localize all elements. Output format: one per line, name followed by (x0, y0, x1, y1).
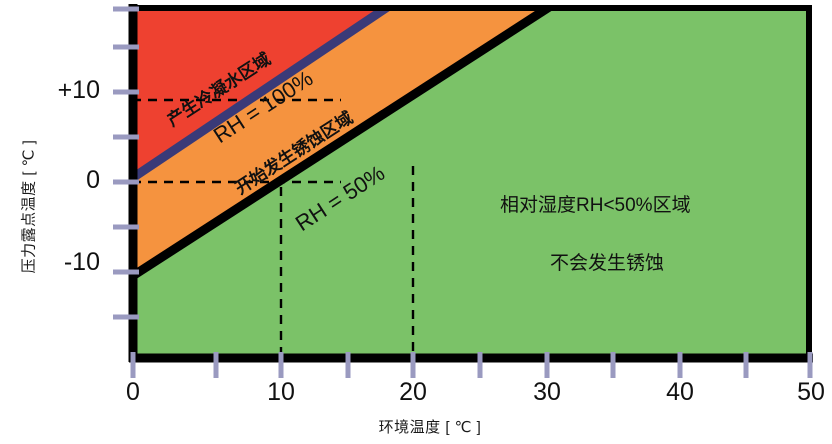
line-rh-100 (130, 6, 395, 185)
y-tick-marks (113, 6, 139, 320)
x-tick-label-0: 0 (126, 378, 140, 406)
y-tick-label-minus10: -10 (63, 248, 100, 276)
x-tick-label-30: 30 (533, 378, 561, 406)
x-tick-label-40: 40 (666, 378, 694, 406)
x-axis-title: 环境温度 [ ℃ ] (378, 419, 482, 436)
x-tick-marks (130, 352, 813, 378)
x-tick-label-20: 20 (399, 378, 427, 406)
x-tick-label-10: 10 (267, 378, 295, 406)
annotation-safe-region-subtitle: 不会发生锈蚀 (550, 253, 665, 274)
line-rh-50 (130, 6, 557, 283)
guide-lines (132, 98, 415, 359)
y-tick-label-plus10: +10 (57, 76, 100, 104)
y-axis-title: 压力露点温度 [ ℃ ] (20, 139, 38, 274)
annotation-safe-region-title: 相对湿度RH<50%区域 (500, 195, 691, 216)
region-safe-rh-below-50 (130, 6, 812, 360)
y-tick-label-zero: 0 (86, 166, 100, 194)
x-tick-label-50: 50 (797, 378, 825, 406)
